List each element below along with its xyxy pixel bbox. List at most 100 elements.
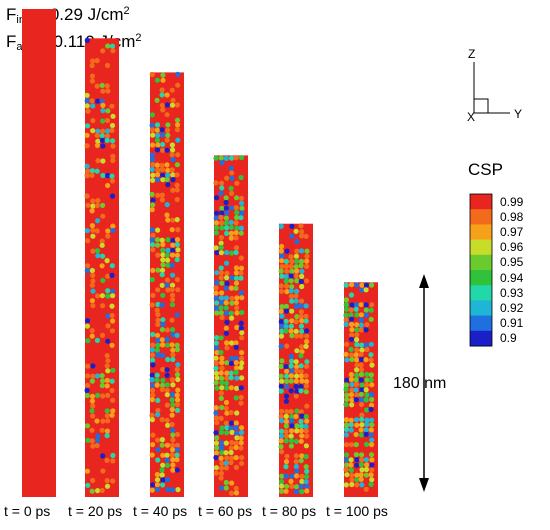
atom-dot [238, 435, 244, 441]
atom-dot [344, 472, 350, 478]
atom-dot [95, 158, 101, 164]
atom-dot [233, 395, 239, 401]
atom-dot [224, 270, 230, 276]
atom-dot [218, 270, 224, 276]
atom-dot [284, 248, 290, 254]
atom-dot [279, 378, 285, 384]
atom-dot [164, 392, 170, 398]
atom-dot [164, 137, 170, 143]
abs-symbol: F [6, 32, 17, 51]
atom-dot [233, 340, 239, 346]
atom-dot [363, 327, 369, 333]
atom-dot [348, 457, 354, 463]
atom-dot [84, 323, 90, 329]
atom-dot [288, 363, 294, 369]
atom-dot [364, 462, 370, 468]
atom-dot [223, 465, 229, 471]
atom-dot [149, 277, 155, 283]
atom-dot [298, 333, 304, 339]
atom-dot [110, 113, 116, 119]
atom-dot [234, 385, 240, 391]
atom-dot [175, 431, 181, 438]
atom-dot [238, 270, 244, 276]
atom-dot [229, 275, 235, 281]
atom-dot [214, 310, 220, 316]
atom-dot [100, 172, 106, 179]
atom-dot [169, 442, 175, 448]
atom-dot [299, 283, 305, 290]
atom-dot [223, 479, 229, 486]
atom-dot [149, 191, 155, 197]
atom-dot [214, 420, 220, 426]
atom-dot [165, 122, 171, 128]
atom-dot [283, 303, 289, 309]
atom-dot [160, 452, 166, 458]
atom-dot [359, 467, 365, 473]
atom-dot [164, 112, 170, 118]
atom-dot [298, 309, 304, 315]
atom-dot [94, 418, 100, 424]
atom-dot [84, 173, 90, 179]
atom-dot [154, 137, 160, 143]
atom-dot [95, 128, 101, 134]
atom-dot [353, 387, 359, 393]
atom-dot [354, 367, 360, 373]
atom-dot [159, 162, 165, 168]
atom-dot [288, 293, 294, 299]
atom-dot [213, 295, 219, 301]
atom-dot [298, 369, 304, 375]
atom-dot [89, 427, 95, 433]
atom-dot [223, 380, 229, 386]
atom-dot [159, 417, 165, 423]
atom-dot [348, 427, 354, 433]
atom-dot [283, 274, 289, 280]
atom-dot [349, 481, 355, 488]
atom-dot [164, 417, 170, 423]
atom-dot [105, 128, 111, 134]
atom-dot [229, 439, 235, 446]
atom-dot [100, 453, 106, 459]
atom-dot [160, 382, 166, 388]
atom-dot [303, 233, 309, 239]
atom-dot [299, 344, 305, 350]
atom-dot [150, 172, 156, 178]
atom-dot [344, 452, 350, 458]
atom-dot [283, 263, 289, 269]
atom-dot [170, 237, 176, 243]
atom-dot [150, 331, 156, 338]
atom-dot [175, 376, 181, 383]
atom-dot [99, 293, 105, 299]
atom-dot [239, 290, 245, 296]
atom-dot [363, 282, 369, 288]
atom-dot [155, 132, 161, 138]
atom-dot [233, 285, 239, 291]
atom-dot [109, 178, 116, 184]
atom-dot [170, 172, 176, 178]
atom-dot [170, 356, 176, 363]
atom-dot [89, 398, 95, 404]
atom-dot [84, 132, 90, 138]
atom-dot [363, 431, 369, 437]
atom-dot [155, 287, 161, 293]
time-label: t = 20 ps [68, 503, 123, 519]
atom-dot [110, 367, 116, 373]
atom-dot [279, 328, 285, 334]
atom-dot [288, 328, 294, 334]
atom-dot [358, 432, 364, 438]
atom-dot [278, 414, 284, 420]
csp-color-swatch [470, 239, 492, 256]
atom-dot [149, 127, 155, 133]
atom-dot [223, 195, 229, 201]
atom-dot [238, 174, 244, 181]
atom-dot [304, 263, 310, 269]
atom-dot [238, 445, 244, 451]
atom-dot [150, 292, 156, 298]
atom-dot [169, 282, 176, 288]
atom-dot [105, 172, 111, 179]
csp-color-swatch [470, 300, 492, 317]
atom-dot [170, 487, 176, 493]
atom-dot [359, 387, 365, 393]
atom-dot [170, 462, 176, 468]
atom-dot [239, 429, 245, 436]
scale-bar-arrow-down [419, 478, 429, 492]
